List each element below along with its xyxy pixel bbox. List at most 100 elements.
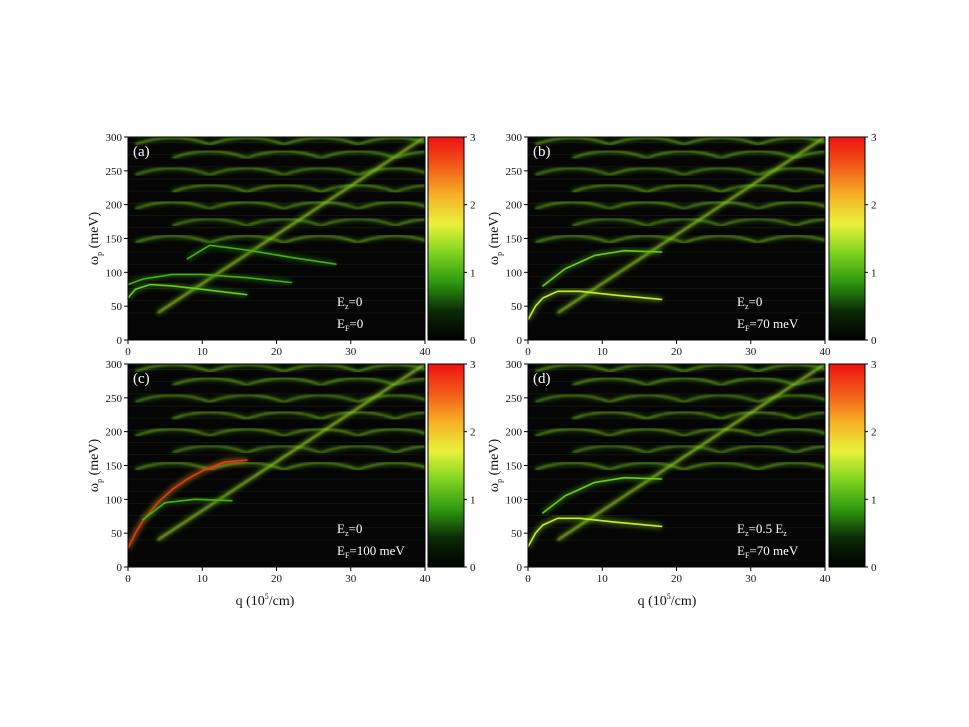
y-tick-label: 0 [117,562,123,574]
colorbar-tick-label: 0 [470,562,476,574]
y-tick-label: 150 [106,461,123,473]
panel-label: (d) [533,371,551,387]
y-ticks: 0 50 100 150 200 250 300 [106,359,128,574]
x-tick-label: 10 [597,573,609,585]
x-tick-label: 20 [271,573,283,585]
x-tick-label: 40 [420,573,432,585]
colorbar-tick-label: 0 [871,335,877,347]
panel-annotation: Ez=0 EF=70 meV [737,294,799,333]
diagonal-branch [556,137,825,315]
colorbar: 0 1 2 3 [828,132,877,347]
colorbar-tick-label: 1 [871,267,877,279]
y-tick-label: 150 [506,461,523,473]
y-tick-label: 150 [506,234,523,246]
dispersion-branch-1 [528,290,663,321]
panel-annotation: Ez=0 EF=0 [337,294,363,333]
x-ticks: 0 10 20 30 40 [525,340,831,358]
x-tick-label: 30 [745,573,757,585]
y-tick-label: 300 [506,132,523,144]
colorbar-tick-label: 3 [470,132,476,144]
y-tick-label: 100 [506,494,523,506]
colorbar-tick-label: 3 [871,359,877,371]
arc-lattice [134,137,425,245]
y-axis-label: ωp (meV) [487,212,504,266]
dispersion-branch-1 [128,283,248,299]
y-tick-label: 200 [506,200,523,212]
y-tick-label: 250 [106,393,123,405]
dispersion-branch-2 [128,273,293,286]
colorbar-tick-label: 1 [470,267,476,279]
y-tick-label: 50 [111,528,123,540]
annotation-line-2: EF=70 meV [737,316,799,333]
panel-annotation: Ez=0 EF=100 meV [337,521,405,560]
x-tick-label: 30 [345,346,357,358]
heatmap-area [128,137,425,315]
y-tick-label: 50 [111,301,123,313]
annotation-line-1: Ez=0 [737,294,762,311]
x-tick-label: 0 [525,346,531,358]
x-axis-label-right: q (105/cm) [638,592,697,609]
colorbar-tick-label: 3 [871,132,877,144]
y-tick-label: 250 [506,393,523,405]
annotation-line-2: EF=0 [337,316,363,333]
colorbar-bar [427,363,465,568]
panel-label: (a) [133,144,150,160]
x-tick-label: 0 [525,573,531,585]
y-tick-label: 100 [506,267,523,279]
y-tick-label: 50 [511,301,523,313]
colorbar: 0 1 2 3 [828,359,877,574]
y-axis-label: ωp (meV) [87,439,104,493]
x-tick-label: 10 [597,346,609,358]
diagonal-branch [156,364,425,542]
colorbar-tick-label: 2 [871,427,877,439]
x-tick-label: 0 [125,573,131,585]
x-tick-label: 0 [125,346,131,358]
colorbar-tick-label: 2 [470,200,476,212]
colorbar-tick-label: 3 [470,359,476,371]
x-tick-label: 20 [671,346,683,358]
y-tick-label: 250 [106,166,123,178]
colorbar: 0 1 2 3 [427,132,476,347]
dispersion-branch-3 [186,244,337,266]
x-axis-label-left: q (105/cm) [236,592,295,609]
dispersion-branch-2 [142,498,233,521]
dispersion-branch-1 [528,517,663,548]
y-ticks: 0 50 100 150 200 250 300 [106,132,128,347]
y-tick-label: 300 [106,359,123,371]
panel-annotation: Ez=0.5 Ez EF=70 meV [737,521,799,560]
colorbar-tick-label: 0 [470,335,476,347]
colorbar-bar [828,136,866,341]
diagonal-branch [156,137,425,315]
heatmap-area [528,364,825,548]
x-ticks: 0 10 20 30 40 [525,567,831,585]
x-tick-label: 20 [671,573,683,585]
colorbar-bar [427,136,465,341]
y-tick-label: 100 [106,494,123,506]
y-tick-label: 200 [106,200,123,212]
diagonal-branch [556,364,825,542]
y-tick-label: 200 [106,427,123,439]
colorbar-tick-label: 1 [470,494,476,506]
x-tick-label: 30 [345,573,357,585]
heatmap-area [528,137,825,321]
arc-lattice [534,137,825,245]
y-tick-label: 250 [506,166,523,178]
y-axis-label: ωp (meV) [487,439,504,493]
y-tick-label: 200 [506,427,523,439]
y-ticks: 0 50 100 150 200 250 300 [506,359,528,574]
y-axis-label: ωp (meV) [87,212,104,266]
annotation-line-1: Ez=0 [337,294,362,311]
panel-label: (c) [133,371,150,387]
x-ticks: 0 10 20 30 40 [125,340,431,358]
colorbar-bar [828,363,866,568]
y-ticks: 0 50 100 150 200 250 300 [506,132,528,347]
colorbar-tick-label: 2 [871,200,877,212]
x-tick-label: 40 [420,346,432,358]
dispersion-branch-2 [542,249,663,287]
y-tick-label: 0 [117,335,123,347]
